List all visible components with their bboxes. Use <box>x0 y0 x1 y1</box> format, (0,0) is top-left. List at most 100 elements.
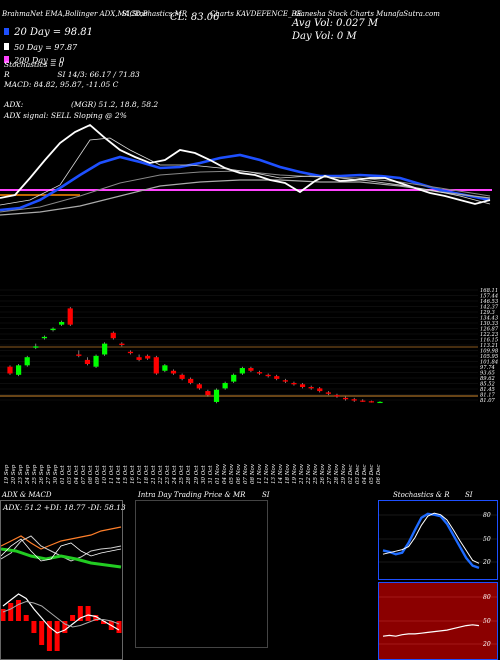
candle-body <box>145 355 151 359</box>
date-label: 27 Sep <box>46 464 53 484</box>
candle-body <box>342 397 349 400</box>
intraday-panel-title: Intra Day Trading Price & MR <box>138 491 246 499</box>
candle-body <box>317 388 323 392</box>
price-axis-label: 168.11 <box>480 288 498 294</box>
si-readout: R SI 14/3: 66.17 / 71.83 <box>4 70 140 79</box>
stoch-tick-50: 50 <box>483 536 491 543</box>
stoch-panel-si: SI <box>465 491 473 499</box>
date-label: 24 Oct <box>172 465 179 484</box>
date-label: 08 Oct <box>88 465 95 484</box>
candle-body <box>368 401 374 403</box>
candlestick-chart: 168.11157.44146.53142.37129.3134.43130.3… <box>0 288 499 404</box>
macd-histogram-bar <box>116 621 122 633</box>
intraday-panel-si: SI <box>262 491 270 499</box>
price-axis-label: 126.87 <box>480 327 499 333</box>
date-label: 18 Oct <box>144 465 151 484</box>
date-label: 28 Oct <box>186 465 193 484</box>
date-label: 04 Dec <box>361 464 368 485</box>
candle-body <box>377 401 383 404</box>
close-price: CL: 83.06 <box>170 12 220 23</box>
macd-signal-line <box>2 600 120 628</box>
price-axis-label: 134.43 <box>480 316 499 322</box>
price-axis-label: 157.44 <box>480 294 498 300</box>
si-tick-80: 80 <box>483 594 491 601</box>
price-axis-label: 113.21 <box>480 343 498 349</box>
candle-body <box>274 376 280 379</box>
legend-20day: 20 Day = 98.81 <box>4 20 93 39</box>
candle-body <box>33 346 39 348</box>
date-label: 03 Dec <box>354 464 361 485</box>
price-axis-label: 81.07 <box>480 398 496 404</box>
date-label: 17 Oct <box>137 465 144 484</box>
date-label: 04 Nov <box>221 464 228 484</box>
date-label: 06 Dec <box>376 464 382 485</box>
macd-histogram-bar <box>8 603 14 621</box>
price-axis-grid <box>0 289 478 401</box>
date-label: 30 Oct <box>200 465 207 484</box>
avg-volume: Avg Vol: 0.027 M <box>292 18 379 29</box>
price-axis-label: 93.65 <box>480 371 495 377</box>
legend-50day: 50 Day = 97.87 <box>4 35 77 54</box>
adx-panel-readout: ADX: 51.2 +DI: 18.77 -DI: 58.13 <box>3 503 126 512</box>
date-label: 26 Nov <box>319 464 326 484</box>
candle-body <box>325 392 331 394</box>
price-axis-label: 130.33 <box>480 321 499 327</box>
si-chart: 80 50 20 <box>379 594 497 648</box>
date-label: 02 Dec <box>347 464 354 485</box>
macd-histogram-bar <box>85 606 91 621</box>
macd-histogram-bar <box>54 621 60 651</box>
adx-panel-title: ADX & MACD <box>2 491 52 499</box>
macd-line <box>2 593 120 634</box>
date-label: 30 Sep <box>53 464 60 484</box>
date-label: 16 Oct <box>130 465 137 484</box>
date-label: 11 Oct <box>109 465 116 484</box>
date-label: 13 Nov <box>270 464 277 484</box>
candle-body <box>102 343 108 355</box>
date-label: 23 Sep <box>18 464 25 484</box>
candle-body <box>239 368 245 374</box>
adx-line <box>1 526 122 550</box>
macd-histogram-bar <box>93 615 99 621</box>
price-axis-label: 81.45 <box>480 387 495 393</box>
candle-body <box>84 359 91 364</box>
date-label: 19 Nov <box>291 464 298 484</box>
candle-body <box>170 370 177 374</box>
legend-200day-label: 200 Day = 0 <box>14 56 65 65</box>
adx-readout: ADX: (MGR) 51.2, 18.8, 58.2 <box>4 100 159 109</box>
candle-body <box>265 374 271 377</box>
date-label: 12 Nov <box>263 464 270 484</box>
adx-macd-panel: ADX: 51.2 +DI: 18.77 -DI: 58.13 <box>0 500 126 660</box>
candle-body <box>119 343 125 345</box>
legend-20day-swatch <box>4 28 9 35</box>
date-label: 31 Oct <box>207 465 214 484</box>
price-axis-label: 142.37 <box>480 305 499 311</box>
date-label: 05 Dec <box>368 464 375 485</box>
stochastics-chart: 80 50 20 <box>379 512 497 570</box>
chart-header-line: BrahmaNet EMA,Bollinger ADX,MACD,B <box>2 10 148 18</box>
candle-body <box>291 382 297 385</box>
stoch-tick-80: 80 <box>483 512 491 519</box>
intraday-panel <box>135 500 268 648</box>
date-label: 23 Oct <box>165 465 172 484</box>
price-axis-label: 109.98 <box>480 349 499 355</box>
price-axis-label: 105.95 <box>480 354 498 360</box>
candle-body <box>110 332 116 339</box>
macd-histogram-bar <box>39 621 45 645</box>
macd-histogram-bar <box>1 609 6 621</box>
price-axis-label: 81.17 <box>480 393 496 399</box>
date-label: 28 Nov <box>333 464 340 484</box>
adx-signal: ADX signal: SELL Sloping @ 2% <box>4 111 127 120</box>
date-label: 27 Nov <box>326 464 333 484</box>
ma-grey-line <box>0 170 491 213</box>
date-label: 07 Oct <box>81 465 88 484</box>
candle-body <box>127 351 134 354</box>
macd-histogram-bar <box>101 621 107 624</box>
stoch-panel-title: Stochastics & R <box>393 491 450 499</box>
date-label: 07 Nov <box>242 464 249 484</box>
price-axis-label: 146.53 <box>480 299 499 305</box>
date-label: 22 Nov <box>305 464 312 484</box>
price-axis-labels: 168.11157.44146.53142.37129.3134.43130.3… <box>480 288 499 404</box>
candle-body <box>16 365 22 375</box>
date-label: 11 Nov <box>256 464 263 484</box>
macd-histogram-bar <box>23 615 29 621</box>
